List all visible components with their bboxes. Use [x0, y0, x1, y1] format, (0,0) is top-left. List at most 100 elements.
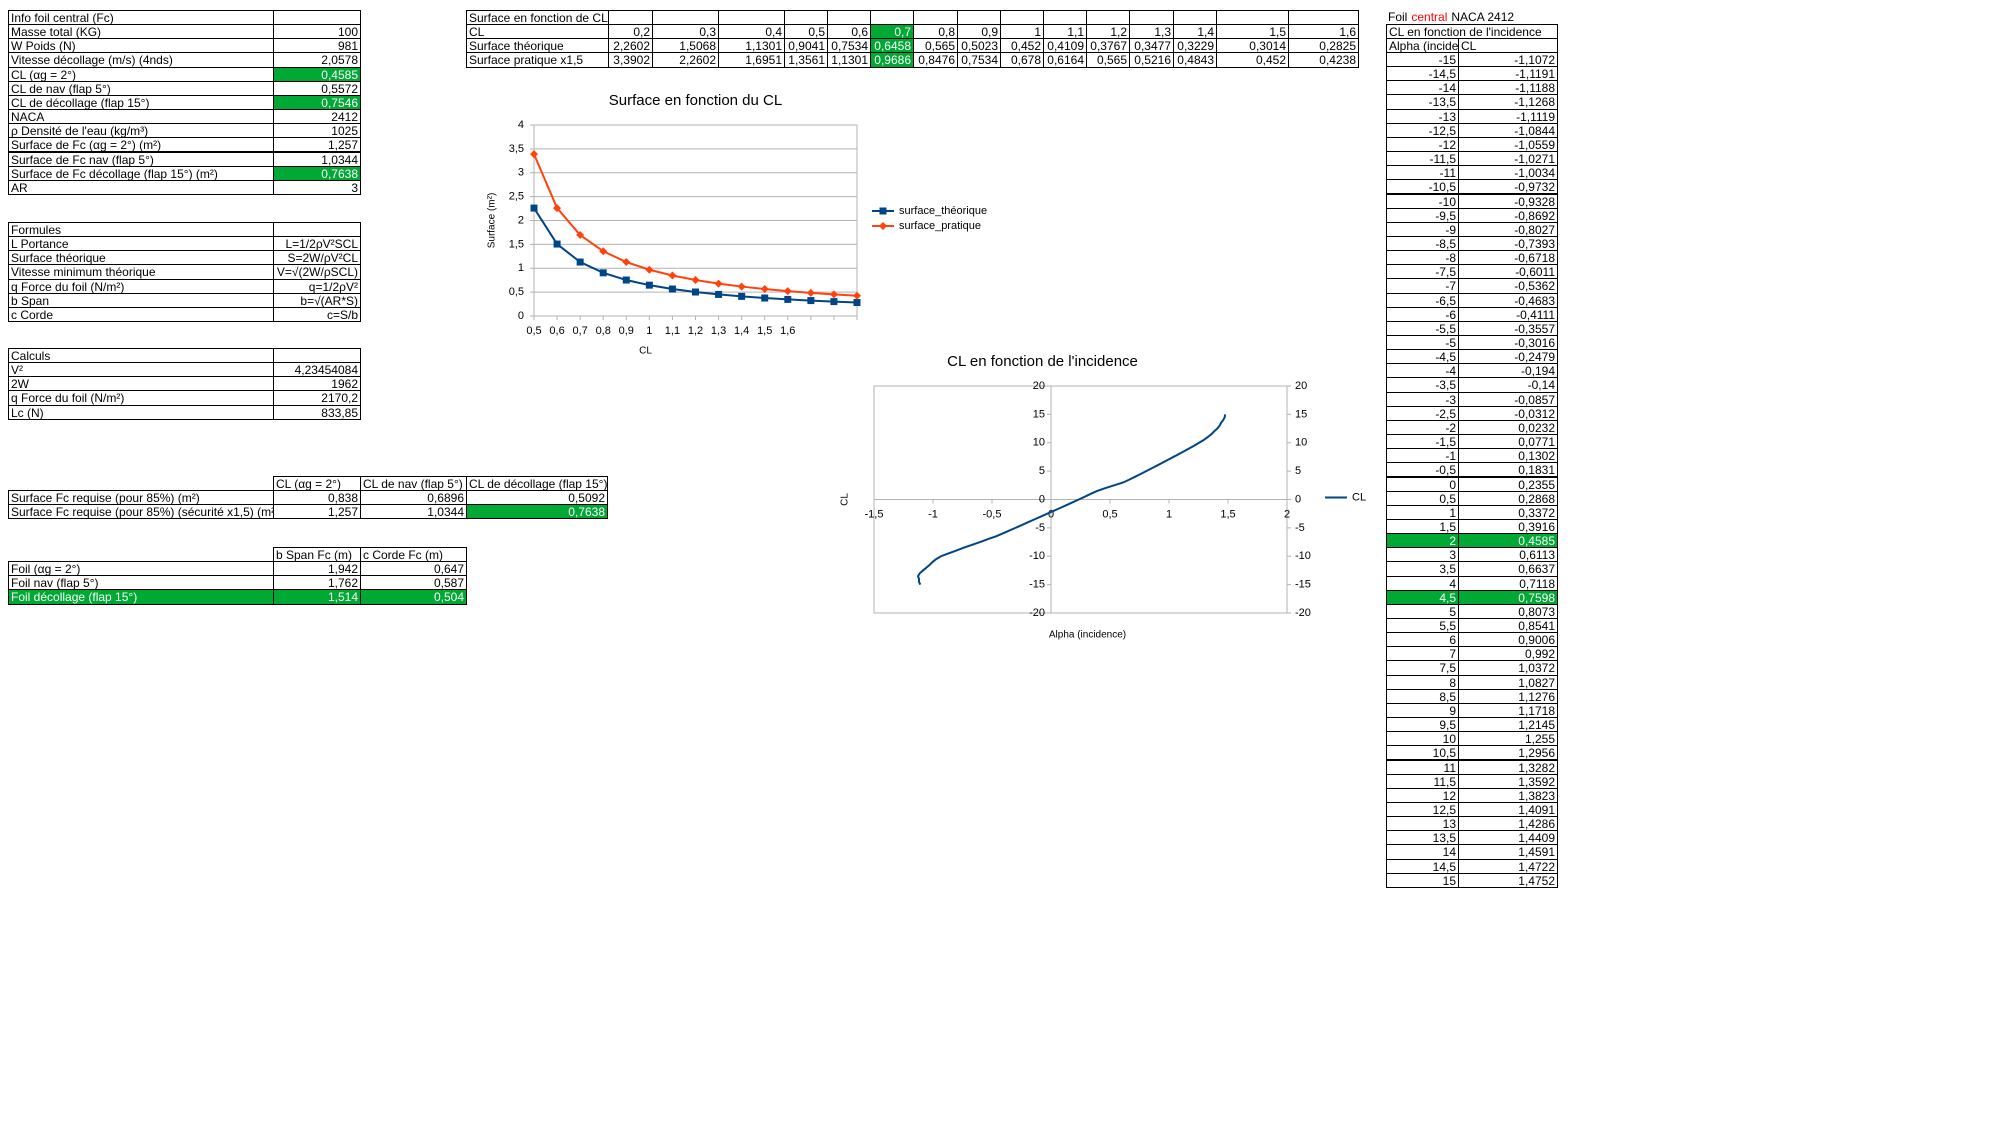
- series-line: [533, 153, 858, 297]
- y2-tick-label: 10: [1295, 437, 1307, 449]
- cell: -7,5: [1386, 264, 1459, 280]
- cell: -0,8027: [1458, 221, 1558, 237]
- cell: 1962: [273, 376, 361, 392]
- x-axis-label: Alpha (incidence): [1049, 630, 1126, 641]
- y2-tick-label: -15: [1295, 579, 1311, 591]
- y2-tick-label: -10: [1295, 550, 1311, 562]
- x-tick-label: 2: [1284, 508, 1290, 520]
- cell: -2,5: [1386, 405, 1459, 421]
- x-tick-label: 0: [1048, 508, 1054, 520]
- cell: 1,3592: [1458, 773, 1558, 789]
- cell: 1,762: [273, 575, 361, 591]
- marker: [829, 290, 838, 299]
- y2-tick-label: 15: [1295, 408, 1307, 420]
- cell: Surface pratique x1,5: [466, 52, 609, 68]
- cell: 6: [1386, 632, 1459, 648]
- cell: Surface Fc requise (pour 85%) (sécurité …: [8, 504, 274, 520]
- cell: -2: [1386, 419, 1459, 436]
- x-tick-label: 1,1: [665, 325, 680, 337]
- cell: 1,4286: [1458, 816, 1558, 832]
- cell: 0,8073: [1458, 603, 1558, 619]
- series-line: [916, 414, 1227, 586]
- cell: -1,5: [1386, 434, 1459, 450]
- y-axis-label: Surface (m²): [487, 193, 498, 249]
- cell: Alpha (incidence): [1386, 38, 1459, 54]
- cell: 10: [1386, 731, 1459, 747]
- cell: 1,2145: [1458, 717, 1558, 733]
- empty-cell: [827, 10, 871, 26]
- cell: -0,9328: [1458, 193, 1558, 209]
- cell: -10: [1386, 193, 1459, 209]
- cell: 0,7598: [1458, 589, 1558, 605]
- x-tick-label: 1,6: [780, 325, 795, 337]
- cell: -0,3016: [1458, 335, 1558, 351]
- x-tick-label: 0,6: [549, 325, 564, 337]
- cell: 0,9686: [870, 52, 914, 68]
- cell: -1: [1386, 448, 1459, 464]
- cell: 0,647: [360, 561, 467, 577]
- x-tick-label: -1,5: [865, 508, 884, 520]
- empty-cell: [718, 10, 785, 26]
- cell: -11,5: [1386, 151, 1459, 167]
- cell: 1,4409: [1458, 830, 1558, 846]
- cell: 0,3014: [1216, 38, 1289, 54]
- y2-tick-label: 5: [1295, 465, 1301, 477]
- marker: [530, 150, 538, 159]
- x-tick-label: 1: [1166, 508, 1172, 520]
- cell: Foil décollage (flap 15°): [8, 589, 274, 605]
- cell: 3,3902: [608, 52, 653, 68]
- cell: 1: [1386, 504, 1459, 520]
- cell: Formules: [8, 222, 274, 238]
- cell: 0,5092: [466, 490, 608, 506]
- cell: 2,0578: [273, 52, 361, 68]
- empty-cell: [273, 348, 361, 364]
- cell: b Span: [8, 292, 274, 308]
- empty-cell: [1288, 10, 1359, 26]
- marker: [715, 290, 723, 298]
- cell: -5: [1386, 335, 1459, 351]
- cell: L Portance: [8, 236, 274, 252]
- cell: 1,4722: [1458, 858, 1558, 874]
- x-tick-label: 1,5: [1220, 508, 1235, 520]
- cell: 100: [273, 24, 361, 40]
- cell: V=√(2W/ρSCL): [273, 264, 361, 280]
- cell: -10,5: [1386, 179, 1459, 195]
- legend-marker: [879, 207, 887, 215]
- marker: [553, 204, 562, 213]
- marker: [714, 279, 723, 288]
- cell: 0,2825: [1288, 38, 1359, 54]
- cell: -3,5: [1386, 377, 1459, 393]
- cell: 1,3282: [1458, 759, 1558, 775]
- cell: 0,7638: [273, 165, 361, 181]
- cell: 8,5: [1386, 688, 1459, 704]
- cell: 0,678: [1000, 52, 1044, 68]
- cell: 7,5: [1386, 660, 1459, 676]
- cell: c Corde Fc (m): [360, 547, 467, 563]
- cell: 0,6: [827, 24, 871, 40]
- x-tick-label: 1,5: [757, 325, 772, 337]
- empty-cell: [913, 10, 958, 26]
- cell: 1,1301: [827, 52, 871, 68]
- cell: 0,452: [1216, 52, 1289, 68]
- x-axis-label: CL: [639, 346, 652, 357]
- cell: 0,4585: [1458, 533, 1558, 549]
- cell: Calculs: [8, 348, 274, 364]
- cell: 0,7118: [1458, 575, 1558, 591]
- x-tick-label: 0,5: [526, 325, 541, 337]
- cell: 0,1831: [1458, 462, 1558, 478]
- cell: 0,1302: [1458, 448, 1558, 464]
- marker: [807, 297, 815, 305]
- y2-tick-label: -20: [1295, 607, 1311, 619]
- empty-cell: [1216, 10, 1289, 26]
- cell: 1,3561: [784, 52, 828, 68]
- empty-cell: [1000, 10, 1044, 26]
- cell: 1,514: [273, 589, 361, 605]
- cell: 1,2956: [1458, 745, 1558, 761]
- cell: -0,6718: [1458, 250, 1558, 266]
- y-tick-label: -10: [1029, 550, 1045, 562]
- y-tick-label: 15: [1033, 408, 1045, 420]
- cell: 9,5: [1386, 717, 1459, 733]
- empty-cell: [957, 10, 1001, 26]
- marker: [668, 285, 676, 293]
- cell: Surface de Fc (αg = 2°) (m²): [8, 137, 274, 153]
